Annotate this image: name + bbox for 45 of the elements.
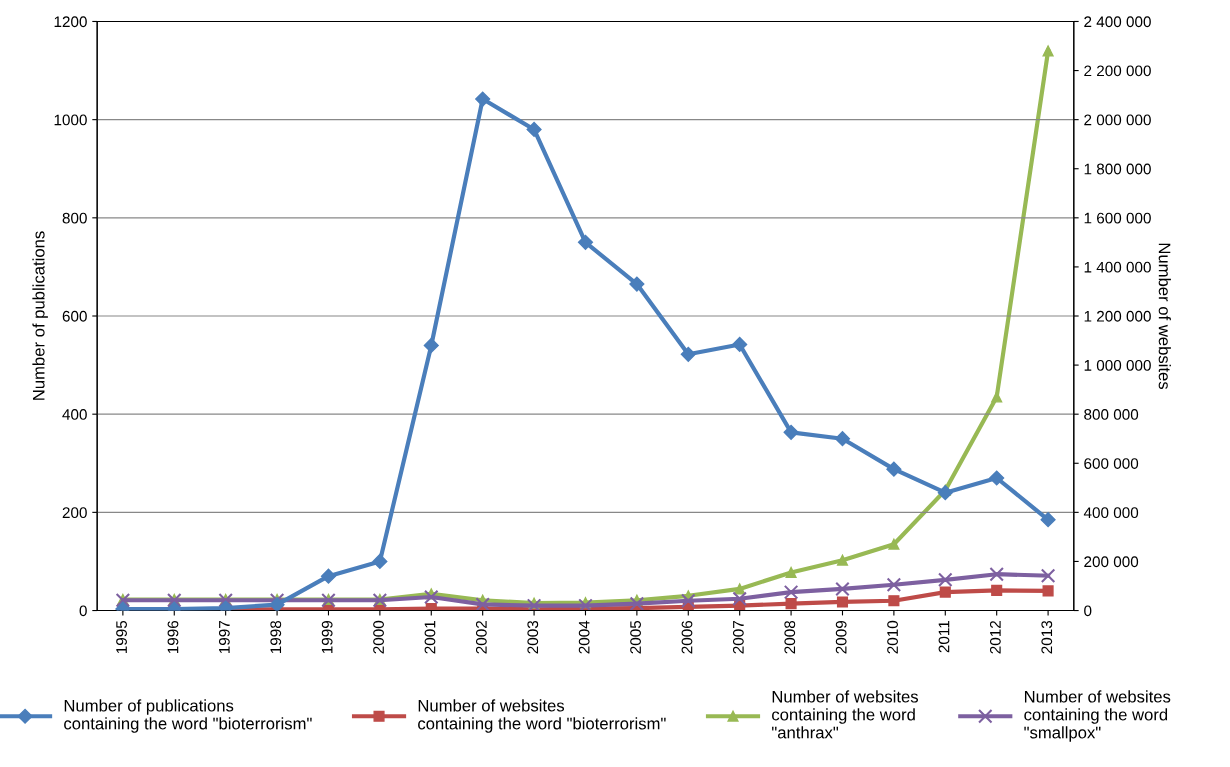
x-tick-label: 2000	[373, 620, 384, 654]
x-tick-label: 2008	[784, 620, 796, 654]
x-tick-label: 1999	[321, 620, 333, 654]
y2-tick-label: 1 600 000	[1084, 212, 1151, 224]
x-tick-label: 2004	[578, 620, 590, 654]
legend-label: Number of websites containing the word "anthrax"	[772, 690, 919, 739]
x-tick-label: 2003	[527, 620, 539, 654]
y2-tick-label: 400 000	[1083, 507, 1139, 519]
x-tick-label: 2007	[732, 621, 744, 654]
y2-tick-label: 2 000 000	[1084, 114, 1151, 126]
y2-tick-label: 600 000	[1084, 458, 1139, 469]
y-tick-label: 600	[62, 310, 87, 322]
y2-tick-label: 800 000	[1084, 409, 1139, 420]
legend-label: Number of publications containing the word "bioterrorism"	[64, 699, 312, 733]
y-tick-label: 200	[62, 507, 87, 519]
y2-axis-title: Number of websites	[1158, 243, 1171, 390]
y-tick-label: 400	[62, 409, 87, 420]
x-tick-label: 2005	[630, 620, 641, 654]
y2-tick-label: 2 400 000	[1084, 16, 1151, 28]
y-axis-title: Number of publications	[32, 231, 48, 400]
y2-tick-label: 200 000	[1084, 556, 1139, 568]
x-tick-label: 1996	[167, 620, 179, 654]
y2-tick-label: 1 000 000	[1084, 359, 1151, 371]
y2-tick-label: 1 800 000	[1084, 163, 1151, 175]
legend-label: Number of websites containing the word "bioterrorism"	[418, 699, 666, 733]
y-tick-label: 0	[79, 605, 87, 617]
legend-label: Number of websites containing the word "smallpox"	[1024, 690, 1171, 742]
x-tick-label: 2011	[938, 621, 950, 653]
y2-tick-label: 1 200 000	[1084, 310, 1151, 322]
y2-tick-label: 1 400 000	[1084, 261, 1151, 273]
x-tick-label: 2002	[475, 621, 487, 654]
y-tick-label: 800	[62, 212, 87, 224]
x-tick-label: 2001	[424, 621, 436, 654]
x-tick-label: 2006	[681, 620, 693, 654]
y2-tick-label: 0	[1084, 605, 1092, 617]
y-tick-label: 1000	[54, 114, 87, 126]
x-tick-label: 2012	[989, 621, 1001, 654]
x-tick-label: 2010	[887, 620, 898, 654]
y2-tick-label: 2 200 000	[1084, 65, 1151, 77]
x-tick-label: 1998	[270, 620, 282, 654]
x-tick-label: 2009	[835, 620, 847, 654]
x-tick-label: 1997	[218, 621, 230, 654]
x-tick-label: 2013	[1041, 620, 1053, 654]
y-tick-label: 1200	[54, 16, 87, 28]
x-tick-label: 1995	[116, 620, 127, 654]
